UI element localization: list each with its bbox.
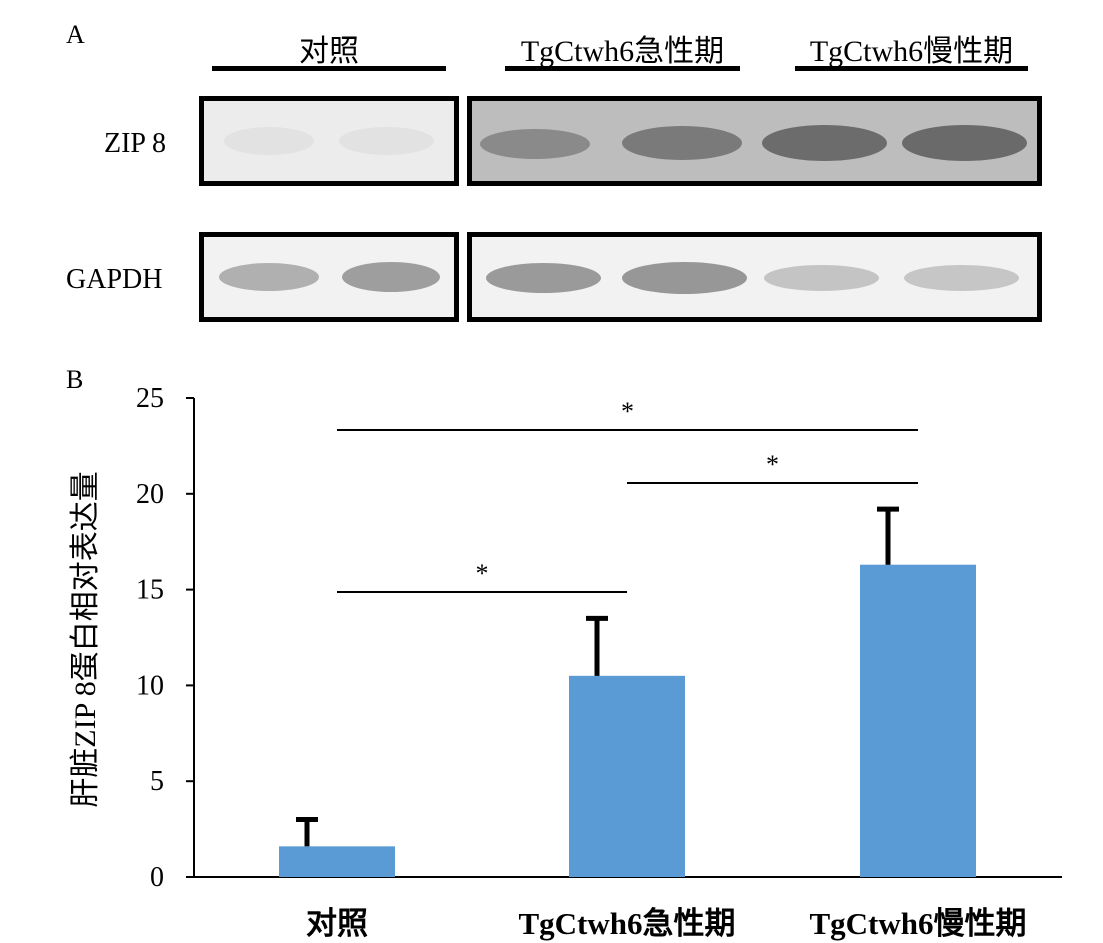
panel-a-letter: A <box>66 20 85 49</box>
error-bars <box>296 506 899 847</box>
blot-band <box>904 265 1019 291</box>
blot-row-label-zip8: ZIP 8 <box>104 128 166 159</box>
y-tick-label: 5 <box>150 766 164 797</box>
bar-1 <box>279 846 395 877</box>
western-blot-panel: A 对照 TgCtwh6急性期 TgCtwh6慢性期 ZIP 8 GAPDH <box>0 0 1103 340</box>
bar-3 <box>860 564 976 877</box>
blot-band <box>486 263 601 293</box>
blot-group-line-chronic <box>795 66 1028 71</box>
blot-row-label-gapdh: GAPDH <box>66 264 163 295</box>
y-tick-label: 20 <box>136 479 164 510</box>
significance-star-3: * <box>766 450 779 479</box>
blot-group-label-control: 对照 <box>299 35 359 68</box>
blot-band <box>622 126 742 160</box>
bar-series <box>279 564 976 877</box>
bar-2 <box>569 675 685 877</box>
panel-b-letter: B <box>66 365 84 394</box>
blot-band <box>764 265 879 291</box>
x-tick-labels: 对照 TgCtwh6急性期 TgCtwh6慢性期 <box>306 906 1027 941</box>
blot-group-line-acute <box>505 66 740 71</box>
blot-band <box>339 127 434 155</box>
blot-group-line-control <box>212 66 446 71</box>
x-tick-label-2: TgCtwh6急性期 <box>518 906 735 941</box>
gapdh-blot-treated <box>467 232 1042 322</box>
y-axis-label: 肝脏ZIP 8蛋白相对表达量 <box>69 471 102 807</box>
y-tick-label: 0 <box>150 862 164 893</box>
blot-band <box>902 125 1027 161</box>
x-tick-label-3: TgCtwh6慢性期 <box>809 906 1026 941</box>
significance-star-1: * <box>476 559 489 588</box>
bar-chart: 肝脏ZIP 8蛋白相对表达量 0 5 10 15 20 25 * * * 对照 TgCtwh6急… <box>69 383 1062 941</box>
zip8-blot-treated <box>467 96 1042 186</box>
x-tick-label-1: 对照 <box>306 906 368 941</box>
gapdh-blot-control <box>199 232 459 322</box>
blot-band <box>622 262 747 294</box>
blot-group-label-chronic: TgCtwh6慢性期 <box>809 35 1014 68</box>
blot-band <box>219 263 319 291</box>
y-axis: 0 5 10 15 20 25 <box>136 383 195 893</box>
blot-group-label-acute: TgCtwh6急性期 <box>520 35 725 68</box>
y-tick-label: 25 <box>136 383 164 414</box>
significance-markers: * * * <box>337 397 918 593</box>
blot-band <box>480 129 590 159</box>
significance-star-2: * <box>621 397 634 426</box>
y-tick-label: 15 <box>136 575 164 606</box>
blot-band <box>224 127 314 155</box>
blot-band <box>342 262 440 292</box>
zip8-blot-control <box>199 96 459 186</box>
blot-band <box>762 125 887 161</box>
y-tick-label: 10 <box>136 670 164 701</box>
